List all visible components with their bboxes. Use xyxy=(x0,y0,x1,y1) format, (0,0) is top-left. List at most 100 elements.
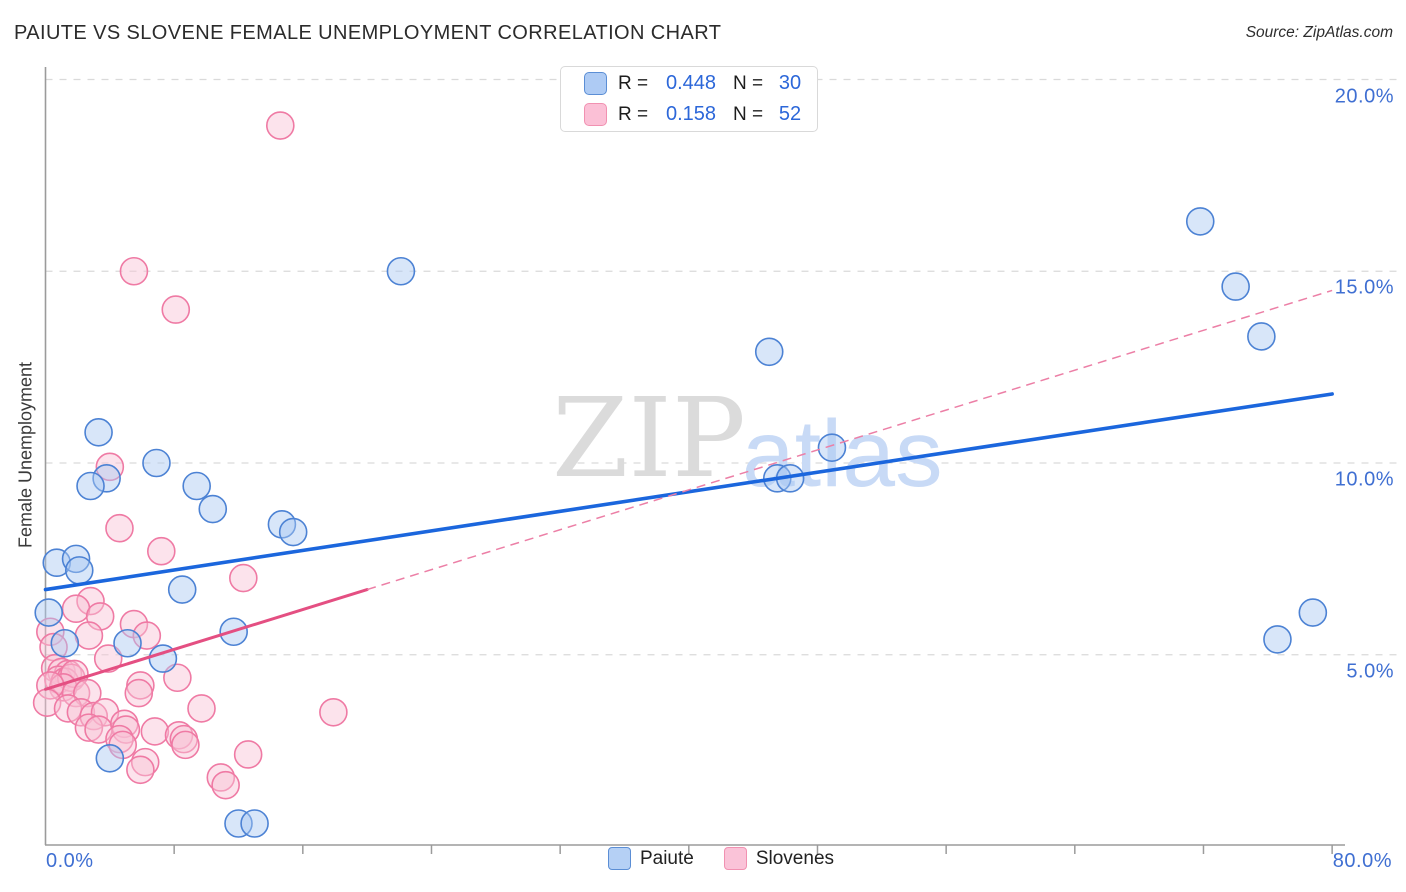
slovenes-data-point xyxy=(229,563,258,593)
slovenes-data-point xyxy=(146,536,176,566)
legend-rlab-slovenes: R = xyxy=(618,103,649,125)
legend-swatch-paiute xyxy=(584,72,607,95)
legend-nval-paiute: 30 xyxy=(778,72,802,94)
paiute-data-point xyxy=(224,809,253,838)
slovenes-data-point xyxy=(233,740,263,769)
bottom-legend-label-slovenes: Slovenes xyxy=(755,847,835,869)
legend-nval-slovenes: 52 xyxy=(778,103,802,125)
source-label: Source: ZipAtlas.com xyxy=(1245,24,1393,41)
slovenes-data-point xyxy=(84,715,113,744)
legend-swatch-slovenes xyxy=(584,103,607,126)
slovenes-data-point xyxy=(74,621,104,650)
x-axis-end-label: 80.0% xyxy=(1332,850,1392,872)
bottom-legend-swatch-slovenes xyxy=(723,847,747,870)
slovenes-data-point xyxy=(105,513,134,543)
paiute-data-point xyxy=(92,464,121,493)
paiute-data-point xyxy=(1298,598,1328,627)
slovenes-data-point xyxy=(206,763,236,792)
paiute-data-point xyxy=(182,471,211,501)
slovenes-data-point xyxy=(56,663,86,693)
slovenes-data-point xyxy=(40,653,70,683)
paiute-data-point xyxy=(84,418,113,447)
paiute-data-point xyxy=(240,809,269,838)
slovenes-data-point xyxy=(319,697,348,727)
slovenes-data-point xyxy=(36,617,65,647)
slovenes-data-point xyxy=(48,673,78,702)
slovenes-data-point xyxy=(164,720,194,750)
slovenes-data-point xyxy=(110,709,139,739)
slovenes-data-point xyxy=(93,644,123,673)
paiute-data-point xyxy=(278,517,308,547)
slovenes-data-point xyxy=(73,678,102,708)
slovenes-data-point xyxy=(171,730,200,760)
slovenes-data-point xyxy=(32,688,62,717)
slovenes-data-point xyxy=(119,609,149,639)
slovenes-data-point xyxy=(47,657,76,687)
slovenes-data-point xyxy=(44,665,73,694)
paiute-data-point xyxy=(50,628,80,658)
paiute-data-point xyxy=(34,598,64,627)
paiute-data-point xyxy=(1185,207,1215,236)
slovenes-data-point xyxy=(53,694,83,723)
slovenes-data-point xyxy=(266,111,295,140)
slovenes-data-point xyxy=(169,724,199,754)
y-tick-label-10.0%: 10.0% xyxy=(1334,468,1394,491)
watermark-zip: ZIP xyxy=(552,374,746,502)
legend-rval-paiute: 0.448 xyxy=(665,72,717,94)
legend-rlab-paiute: R = xyxy=(618,72,649,94)
legend-box: R = 0.448 N = 30 R = 0.158 N = 52 xyxy=(560,66,818,132)
slovenes-data-point xyxy=(95,452,125,482)
x-axis-start-label: 0.0% xyxy=(46,850,94,872)
paiute-data-point xyxy=(113,628,142,658)
slovenes-data-point xyxy=(130,747,160,777)
paiute-data-point xyxy=(267,510,297,539)
slovenes-data-point xyxy=(163,663,192,693)
bottom-legend-swatch-paiute xyxy=(607,847,631,870)
slovenes-data-point xyxy=(111,715,141,744)
slovenes-data-point xyxy=(119,256,149,286)
paiute-data-point xyxy=(64,556,94,585)
slovenes-data-point xyxy=(140,717,170,746)
slovenes-data-point xyxy=(187,694,216,723)
paiute-data-point xyxy=(61,544,91,574)
paiute-data-point xyxy=(95,743,125,773)
y-tick-label-20.0%: 20.0% xyxy=(1334,85,1394,107)
paiute-data-point xyxy=(167,575,197,604)
bottom-legend-item-paiute: Paiute xyxy=(607,847,694,870)
legend-row-slovenes: R = 0.158 N = 52 xyxy=(561,101,817,128)
slovenes-data-point xyxy=(61,678,91,708)
slovenes-data-point xyxy=(60,659,89,689)
slovenes-data-point xyxy=(126,755,155,785)
bottom-legend: Paiute Slovenes xyxy=(0,847,1406,870)
paiute-data-point xyxy=(754,337,784,367)
slovenes-data-point xyxy=(85,602,115,631)
slovenes-data-point xyxy=(79,701,109,731)
paiute-data-point xyxy=(1247,322,1276,351)
paiute-data-point xyxy=(42,548,72,578)
slovenes-data-point xyxy=(211,770,240,800)
slovenes-data-point xyxy=(53,659,83,689)
paiute-data-point xyxy=(76,471,105,501)
y-tick-label-5.0%: 5.0% xyxy=(1346,660,1394,683)
watermark-atlas: atlas xyxy=(741,401,943,507)
slovenes-trend-line xyxy=(44,588,369,691)
slovenes-data-point xyxy=(36,671,65,700)
bottom-legend-label-paiute: Paiute xyxy=(639,847,694,869)
paiute-data-point xyxy=(148,644,178,673)
slovenes-data-point xyxy=(161,295,191,324)
paiute-data-point xyxy=(386,256,416,286)
slovenes-data-point xyxy=(76,586,105,616)
slovenes-data-point xyxy=(132,621,162,650)
slovenes-data-point xyxy=(39,632,68,662)
legend-rval-slovenes: 0.158 xyxy=(665,103,717,125)
slovenes-data-point xyxy=(105,724,134,754)
slovenes-data-point xyxy=(108,730,137,760)
chart-title: PAIUTE VS SLOVENE FEMALE UNEMPLOYMENT CO… xyxy=(14,22,722,44)
slovenes-data-point xyxy=(126,671,155,700)
legend-row-paiute: R = 0.448 N = 30 xyxy=(561,70,817,97)
paiute-data-point xyxy=(198,494,228,524)
legend-nlab-slovenes: N = xyxy=(733,103,764,125)
y-tick-label-15.0%: 15.0% xyxy=(1334,276,1394,299)
paiute-data-point xyxy=(219,617,248,647)
